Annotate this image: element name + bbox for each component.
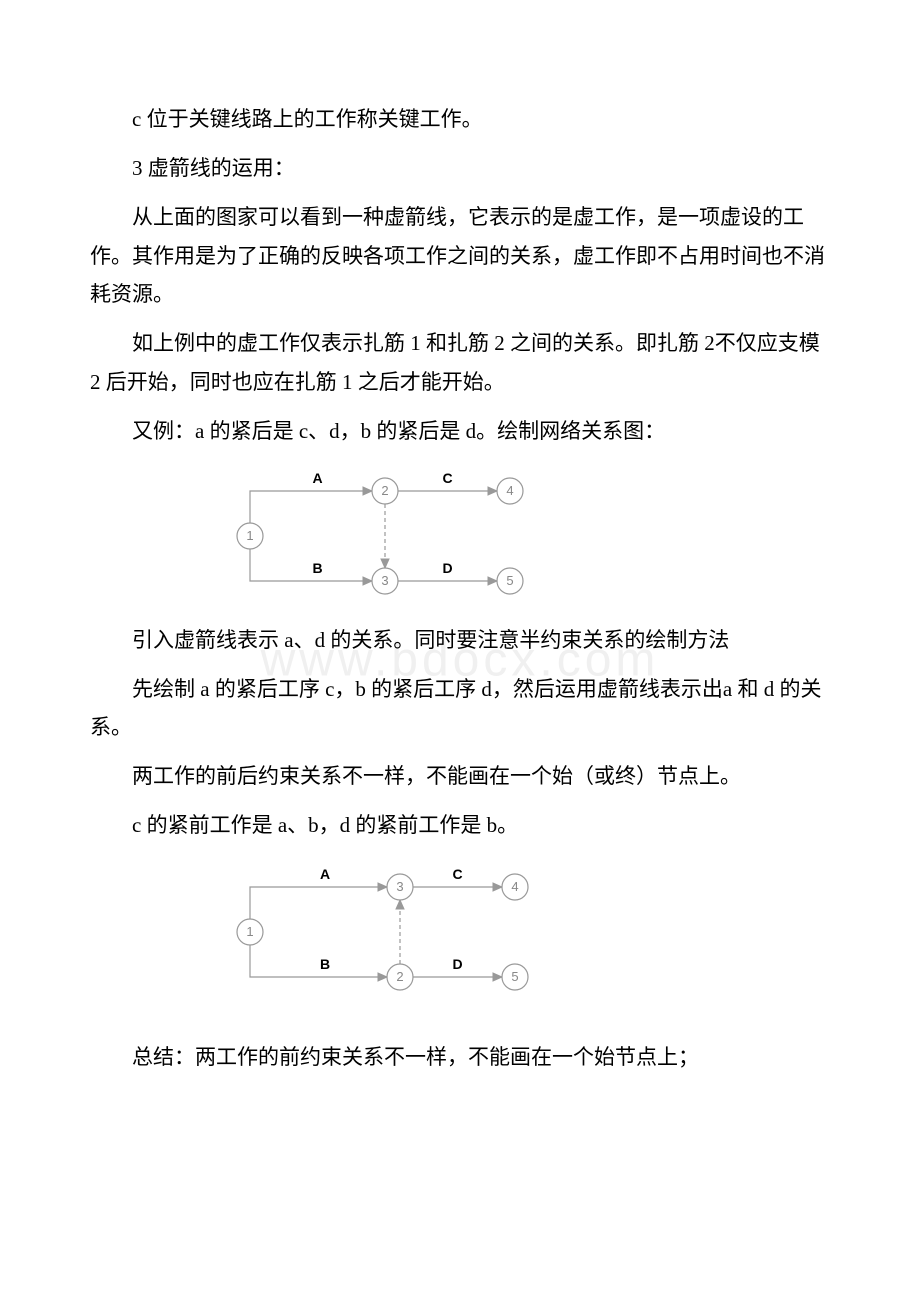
svg-text:5: 5: [506, 573, 513, 588]
svg-text:D: D: [452, 956, 462, 972]
paragraph-4: 如上例中的虚工作仅表示扎筋 1 和扎筋 2 之间的关系。即扎筋 2不仅应支模 2…: [90, 324, 830, 402]
paragraph-3: 从上面的图家可以看到一种虚箭线，它表示的是虚工作，是一项虚设的工作。其作用是为了…: [90, 198, 830, 315]
svg-text:A: A: [312, 471, 322, 486]
svg-text:2: 2: [396, 969, 403, 984]
svg-text:4: 4: [506, 483, 513, 498]
svg-text:4: 4: [511, 879, 518, 894]
svg-text:C: C: [452, 866, 462, 882]
svg-text:3: 3: [396, 879, 403, 894]
svg-text:1: 1: [246, 924, 253, 939]
paragraph-10: 总结：两工作的前约束关系不一样，不能画在一个始节点上；: [90, 1038, 830, 1077]
paragraph-6: 引入虚箭线表示 a、d 的关系。同时要注意半约束关系的绘制方法: [90, 621, 830, 660]
paragraph-7: 先绘制 a 的紧后工序 c，b 的紧后工序 d，然后运用虚箭线表示出a 和 d …: [90, 670, 830, 748]
svg-text:B: B: [312, 560, 322, 576]
network-diagram-2: A B C D 1 3 2 4 5: [230, 865, 830, 1000]
paragraph-9: c 的紧前工作是 a、b，d 的紧前工作是 b。: [90, 806, 830, 845]
svg-text:2: 2: [381, 483, 388, 498]
svg-text:B: B: [320, 956, 330, 972]
paragraph-5: 又例：a 的紧后是 c、d，b 的紧后是 d。绘制网络关系图：: [90, 412, 830, 451]
svg-text:C: C: [442, 471, 452, 486]
paragraph-1: c 位于关键线路上的工作称关键工作。: [90, 100, 830, 139]
paragraph-8: 两工作的前后约束关系不一样，不能画在一个始（或终）节点上。: [90, 757, 830, 796]
svg-text:A: A: [320, 866, 330, 882]
svg-text:1: 1: [246, 528, 253, 543]
svg-text:D: D: [442, 560, 452, 576]
paragraph-2: 3 虚箭线的运用：: [90, 149, 830, 188]
svg-text:3: 3: [381, 573, 388, 588]
network-diagram-1: A B C D 1 2 3 4 5: [230, 471, 830, 601]
svg-text:5: 5: [511, 969, 518, 984]
